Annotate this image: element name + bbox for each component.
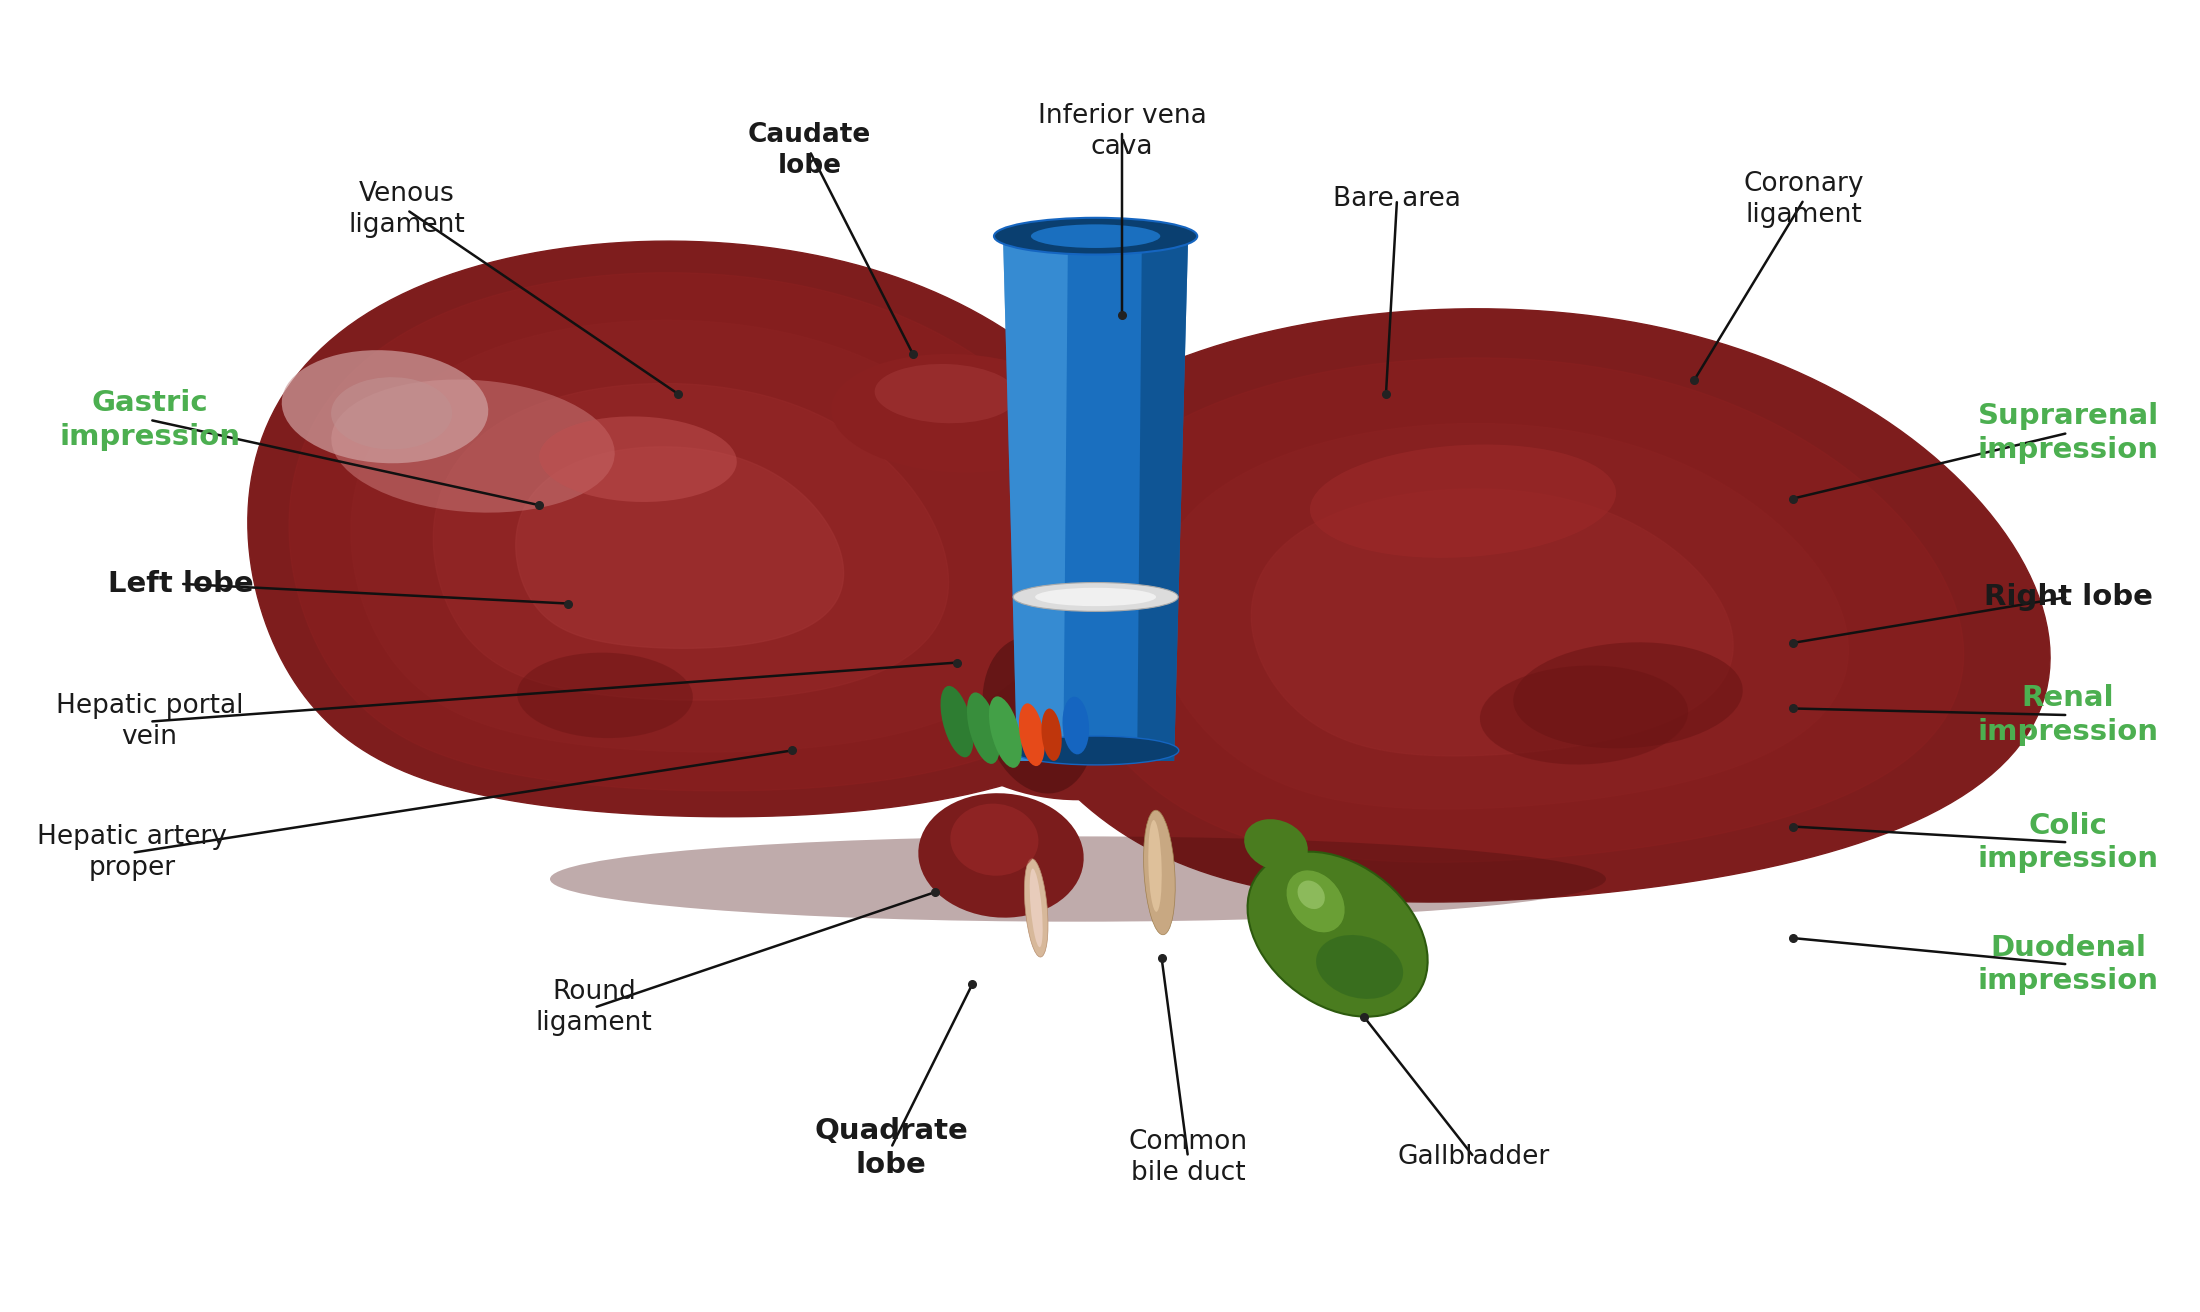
Ellipse shape [1025, 859, 1047, 956]
Polygon shape [1137, 243, 1188, 761]
Ellipse shape [1247, 851, 1428, 1017]
Polygon shape [515, 447, 843, 648]
Ellipse shape [332, 378, 451, 449]
Ellipse shape [876, 363, 1016, 424]
Ellipse shape [880, 433, 1276, 800]
Text: Round
ligament: Round ligament [535, 979, 653, 1036]
Text: Suprarenal
impression: Suprarenal impression [1978, 403, 2158, 463]
Text: Venous
ligament: Venous ligament [348, 181, 466, 239]
Text: Hepatic artery
proper: Hepatic artery proper [37, 824, 227, 882]
Ellipse shape [1309, 445, 1617, 558]
Ellipse shape [1030, 869, 1043, 947]
Polygon shape [979, 308, 2050, 903]
Text: Duodenal
impression: Duodenal impression [1978, 934, 2158, 994]
Polygon shape [249, 241, 1184, 817]
Ellipse shape [1041, 708, 1063, 761]
Polygon shape [1153, 424, 1848, 810]
Ellipse shape [832, 354, 1082, 472]
Ellipse shape [539, 416, 737, 502]
Ellipse shape [942, 686, 972, 757]
Text: Gastric
impression: Gastric impression [59, 390, 240, 450]
Ellipse shape [517, 652, 693, 739]
Ellipse shape [550, 837, 1606, 921]
Ellipse shape [1316, 935, 1404, 998]
Text: Common
bile duct: Common bile duct [1129, 1128, 1247, 1186]
Polygon shape [1252, 489, 1734, 756]
Ellipse shape [1144, 811, 1175, 934]
Ellipse shape [1287, 870, 1344, 933]
Text: Coronary
ligament: Coronary ligament [1745, 171, 1863, 228]
Text: Colic
impression: Colic impression [1978, 812, 2158, 872]
Text: Left lobe: Left lobe [108, 569, 253, 598]
Ellipse shape [1148, 820, 1162, 912]
Ellipse shape [994, 218, 1197, 255]
Ellipse shape [1245, 819, 1307, 871]
Text: Inferior vena
cava: Inferior vena cava [1038, 102, 1206, 160]
Ellipse shape [1298, 880, 1324, 909]
Polygon shape [1003, 243, 1067, 761]
Text: Right lobe: Right lobe [1984, 583, 2152, 611]
Ellipse shape [950, 804, 1038, 875]
Polygon shape [433, 383, 948, 701]
Text: Renal
impression: Renal impression [1978, 685, 2158, 745]
Ellipse shape [1481, 665, 1687, 765]
Ellipse shape [1019, 703, 1045, 766]
Ellipse shape [1514, 643, 1742, 748]
Text: Hepatic portal
vein: Hepatic portal vein [55, 693, 244, 750]
Ellipse shape [282, 350, 488, 463]
Polygon shape [350, 320, 1054, 752]
Text: Caudate
lobe: Caudate lobe [748, 122, 871, 180]
Ellipse shape [917, 794, 1085, 917]
Ellipse shape [983, 636, 1093, 794]
Polygon shape [1054, 358, 1965, 862]
Polygon shape [288, 273, 1133, 791]
Text: Bare area: Bare area [1333, 186, 1461, 213]
Ellipse shape [1063, 697, 1089, 754]
Ellipse shape [1034, 588, 1157, 606]
Ellipse shape [1012, 736, 1179, 765]
Polygon shape [1003, 243, 1188, 761]
Ellipse shape [990, 697, 1021, 768]
Text: Gallbladder: Gallbladder [1397, 1144, 1551, 1170]
Text: Quadrate
lobe: Quadrate lobe [814, 1118, 968, 1178]
Ellipse shape [968, 693, 999, 764]
Ellipse shape [332, 379, 614, 513]
Ellipse shape [1012, 583, 1179, 611]
Ellipse shape [1032, 224, 1159, 248]
